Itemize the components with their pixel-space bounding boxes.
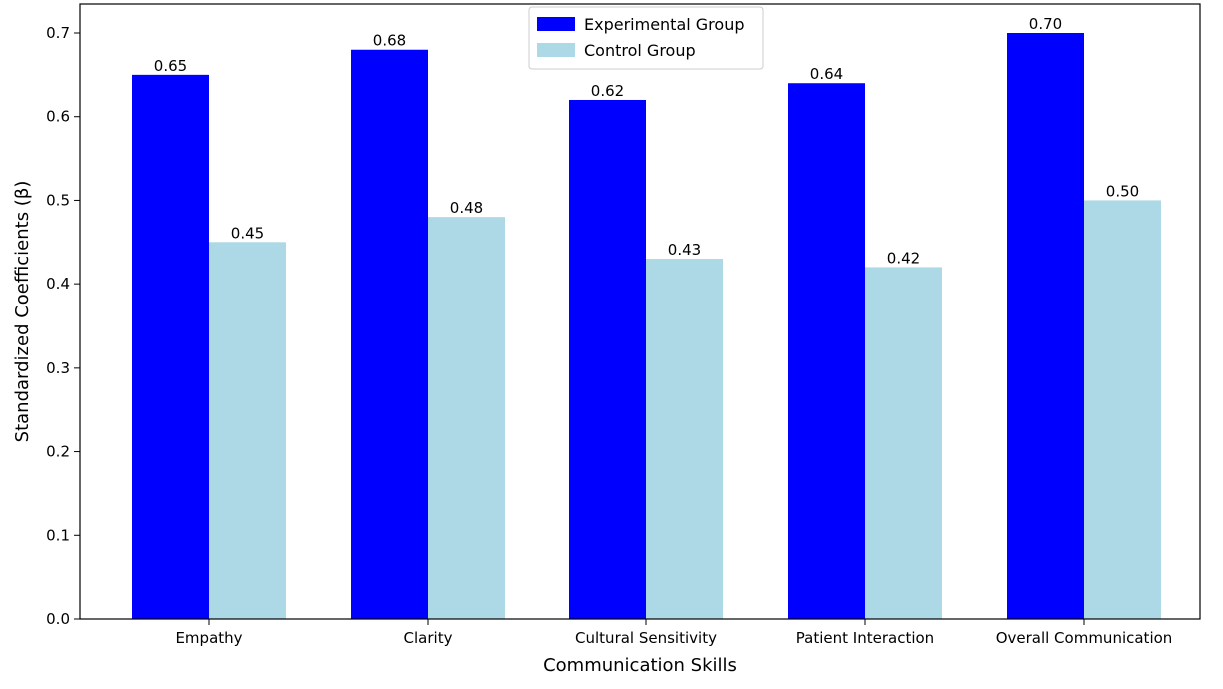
bar-control xyxy=(428,217,505,619)
bar-control xyxy=(209,242,286,620)
legend: Experimental Group Control Group xyxy=(528,6,764,70)
bar-value-label: 0.64 xyxy=(810,65,843,83)
x-tick-label: Empathy xyxy=(175,629,242,647)
y-tick-label: 0.7 xyxy=(46,24,70,42)
x-tick-label: Patient Interaction xyxy=(796,629,934,647)
bar-control xyxy=(646,259,723,619)
y-tick-label: 0.6 xyxy=(46,108,70,126)
bar-value-label: 0.65 xyxy=(154,57,187,75)
y-tick-label: 0.5 xyxy=(46,191,70,209)
y-tick-label: 0.2 xyxy=(46,443,70,461)
bar-experimental xyxy=(569,99,646,619)
x-axis-title: Communication Skills xyxy=(543,655,737,676)
legend-label-experimental: Experimental Group xyxy=(584,15,745,34)
bar-experimental xyxy=(132,74,209,620)
bar-value-label: 0.68 xyxy=(373,32,406,50)
y-tick-label: 0.1 xyxy=(46,526,70,544)
legend-box xyxy=(528,6,764,70)
legend-label-control: Control Group xyxy=(584,41,696,60)
y-axis: 0.0 0.1 0.2 0.3 0.4 0.5 0.6 0.7 xyxy=(46,24,80,628)
bar-experimental xyxy=(351,49,428,619)
bar-value-label: 0.50 xyxy=(1106,182,1139,200)
bar-control xyxy=(865,267,942,619)
legend-swatch-experimental xyxy=(537,17,575,31)
bar-value-label: 0.45 xyxy=(231,224,264,242)
x-tick-label: Cultural Sensitivity xyxy=(575,629,717,647)
x-tick-label: Overall Communication xyxy=(996,629,1173,647)
bars-layer xyxy=(132,33,1161,620)
y-tick-label: 0.4 xyxy=(46,275,70,293)
y-tick-label: 0.0 xyxy=(46,610,70,628)
legend-swatch-control xyxy=(537,43,575,57)
data-labels-layer: 0.65 0.45 0.68 0.48 0.62 0.43 0.64 0.42 0.70 0.50 xyxy=(154,15,1139,267)
bar-value-label: 0.48 xyxy=(450,199,483,217)
bar-control xyxy=(1084,200,1161,619)
bar-value-label: 0.70 xyxy=(1029,15,1062,33)
bar-value-label: 0.42 xyxy=(887,249,920,267)
bar-experimental xyxy=(1007,33,1084,619)
y-axis-title: Standardized Coefficients (β) xyxy=(12,181,33,443)
bar-experimental xyxy=(788,83,865,619)
y-tick-label: 0.3 xyxy=(46,359,70,377)
x-axis: Empathy Clarity Cultural Sensitivity Patien… xyxy=(175,619,1172,647)
bar-value-label: 0.43 xyxy=(668,241,701,259)
x-tick-label: Clarity xyxy=(404,629,453,647)
plot-frame xyxy=(79,3,1201,620)
bar-value-label: 0.62 xyxy=(591,82,624,100)
